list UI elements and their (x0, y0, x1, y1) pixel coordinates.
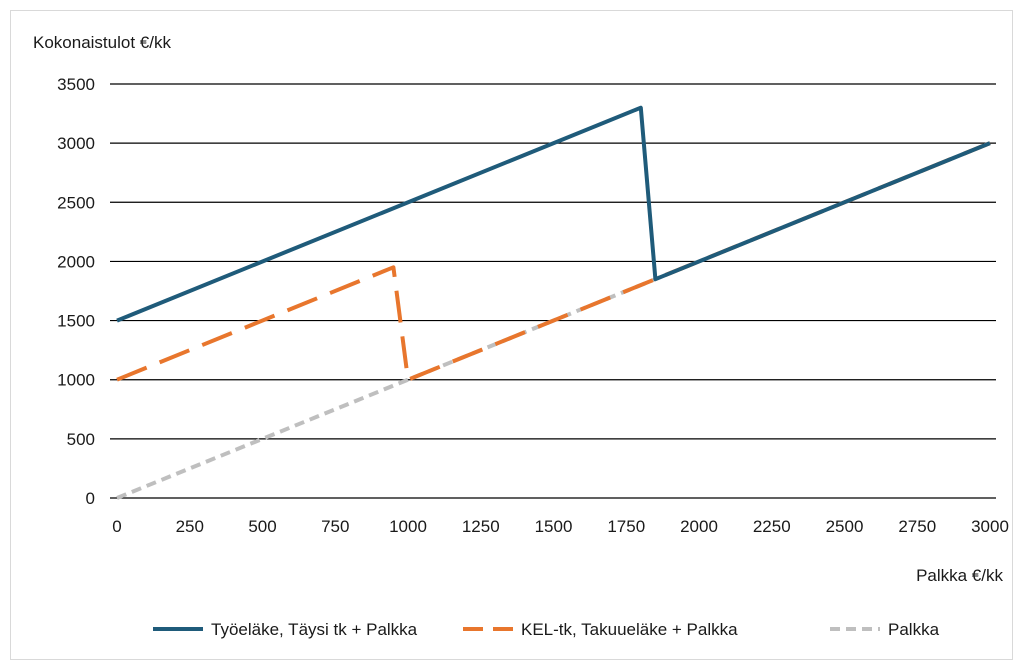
series-line-1 (116, 141, 991, 382)
chart-frame (10, 10, 1013, 660)
y-tick-label: 3500 (57, 75, 95, 94)
x-tick-label: 2000 (680, 517, 718, 536)
legend-label-1: KEL-tk, Takuueläke + Palkka (521, 620, 738, 639)
y-tick-label: 3000 (57, 134, 95, 153)
x-tick-label: 2250 (753, 517, 791, 536)
gridlines (110, 83, 996, 499)
y-axis-title: Kokonaistulot €/kk (33, 33, 171, 52)
x-axis-title: Palkka €/kk (916, 566, 1003, 585)
x-tick-label: 1750 (607, 517, 645, 536)
x-tick-label: 1250 (462, 517, 500, 536)
x-tick-label: 500 (248, 517, 276, 536)
legend-label-0: Työeläke, Täysi tk + Palkka (211, 620, 418, 639)
y-tick-label: 2000 (57, 252, 95, 271)
y-tick-labels: 0 500 1000 1500 2000 2500 3000 3500 (57, 75, 95, 508)
legend-label-2: Palkka (888, 620, 940, 639)
x-tick-label: 2750 (898, 517, 936, 536)
x-tick-label: 2500 (826, 517, 864, 536)
x-tick-label: 1500 (535, 517, 573, 536)
y-tick-label: 1000 (57, 371, 95, 390)
x-tick-label: 750 (321, 517, 349, 536)
x-tick-label: 250 (176, 517, 204, 536)
series-lines (116, 105, 991, 500)
series-line-0 (116, 105, 991, 323)
legend: Työeläke, Täysi tk + Palkka KEL-tk, Takuu… (153, 620, 940, 639)
y-tick-label: 2500 (57, 193, 95, 212)
y-tick-label: 0 (86, 489, 95, 508)
x-tick-label: 3000 (971, 517, 1009, 536)
y-tick-label: 500 (67, 430, 95, 449)
x-tick-label: 0 (112, 517, 121, 536)
x-tick-label: 1000 (389, 517, 427, 536)
y-tick-label: 1500 (57, 312, 95, 331)
x-tick-labels: 0 250 500 750 1000 1250 1500 1750 2000 2250 2500 27… (112, 517, 1009, 536)
